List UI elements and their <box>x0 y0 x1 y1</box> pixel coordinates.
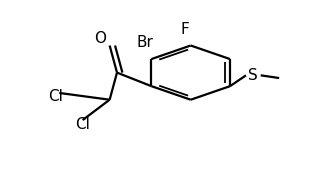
Text: F: F <box>180 22 189 37</box>
Text: Cl: Cl <box>75 117 90 132</box>
Text: Cl: Cl <box>48 89 63 104</box>
Text: S: S <box>249 68 258 83</box>
Text: Br: Br <box>137 35 153 50</box>
Text: O: O <box>94 31 106 46</box>
